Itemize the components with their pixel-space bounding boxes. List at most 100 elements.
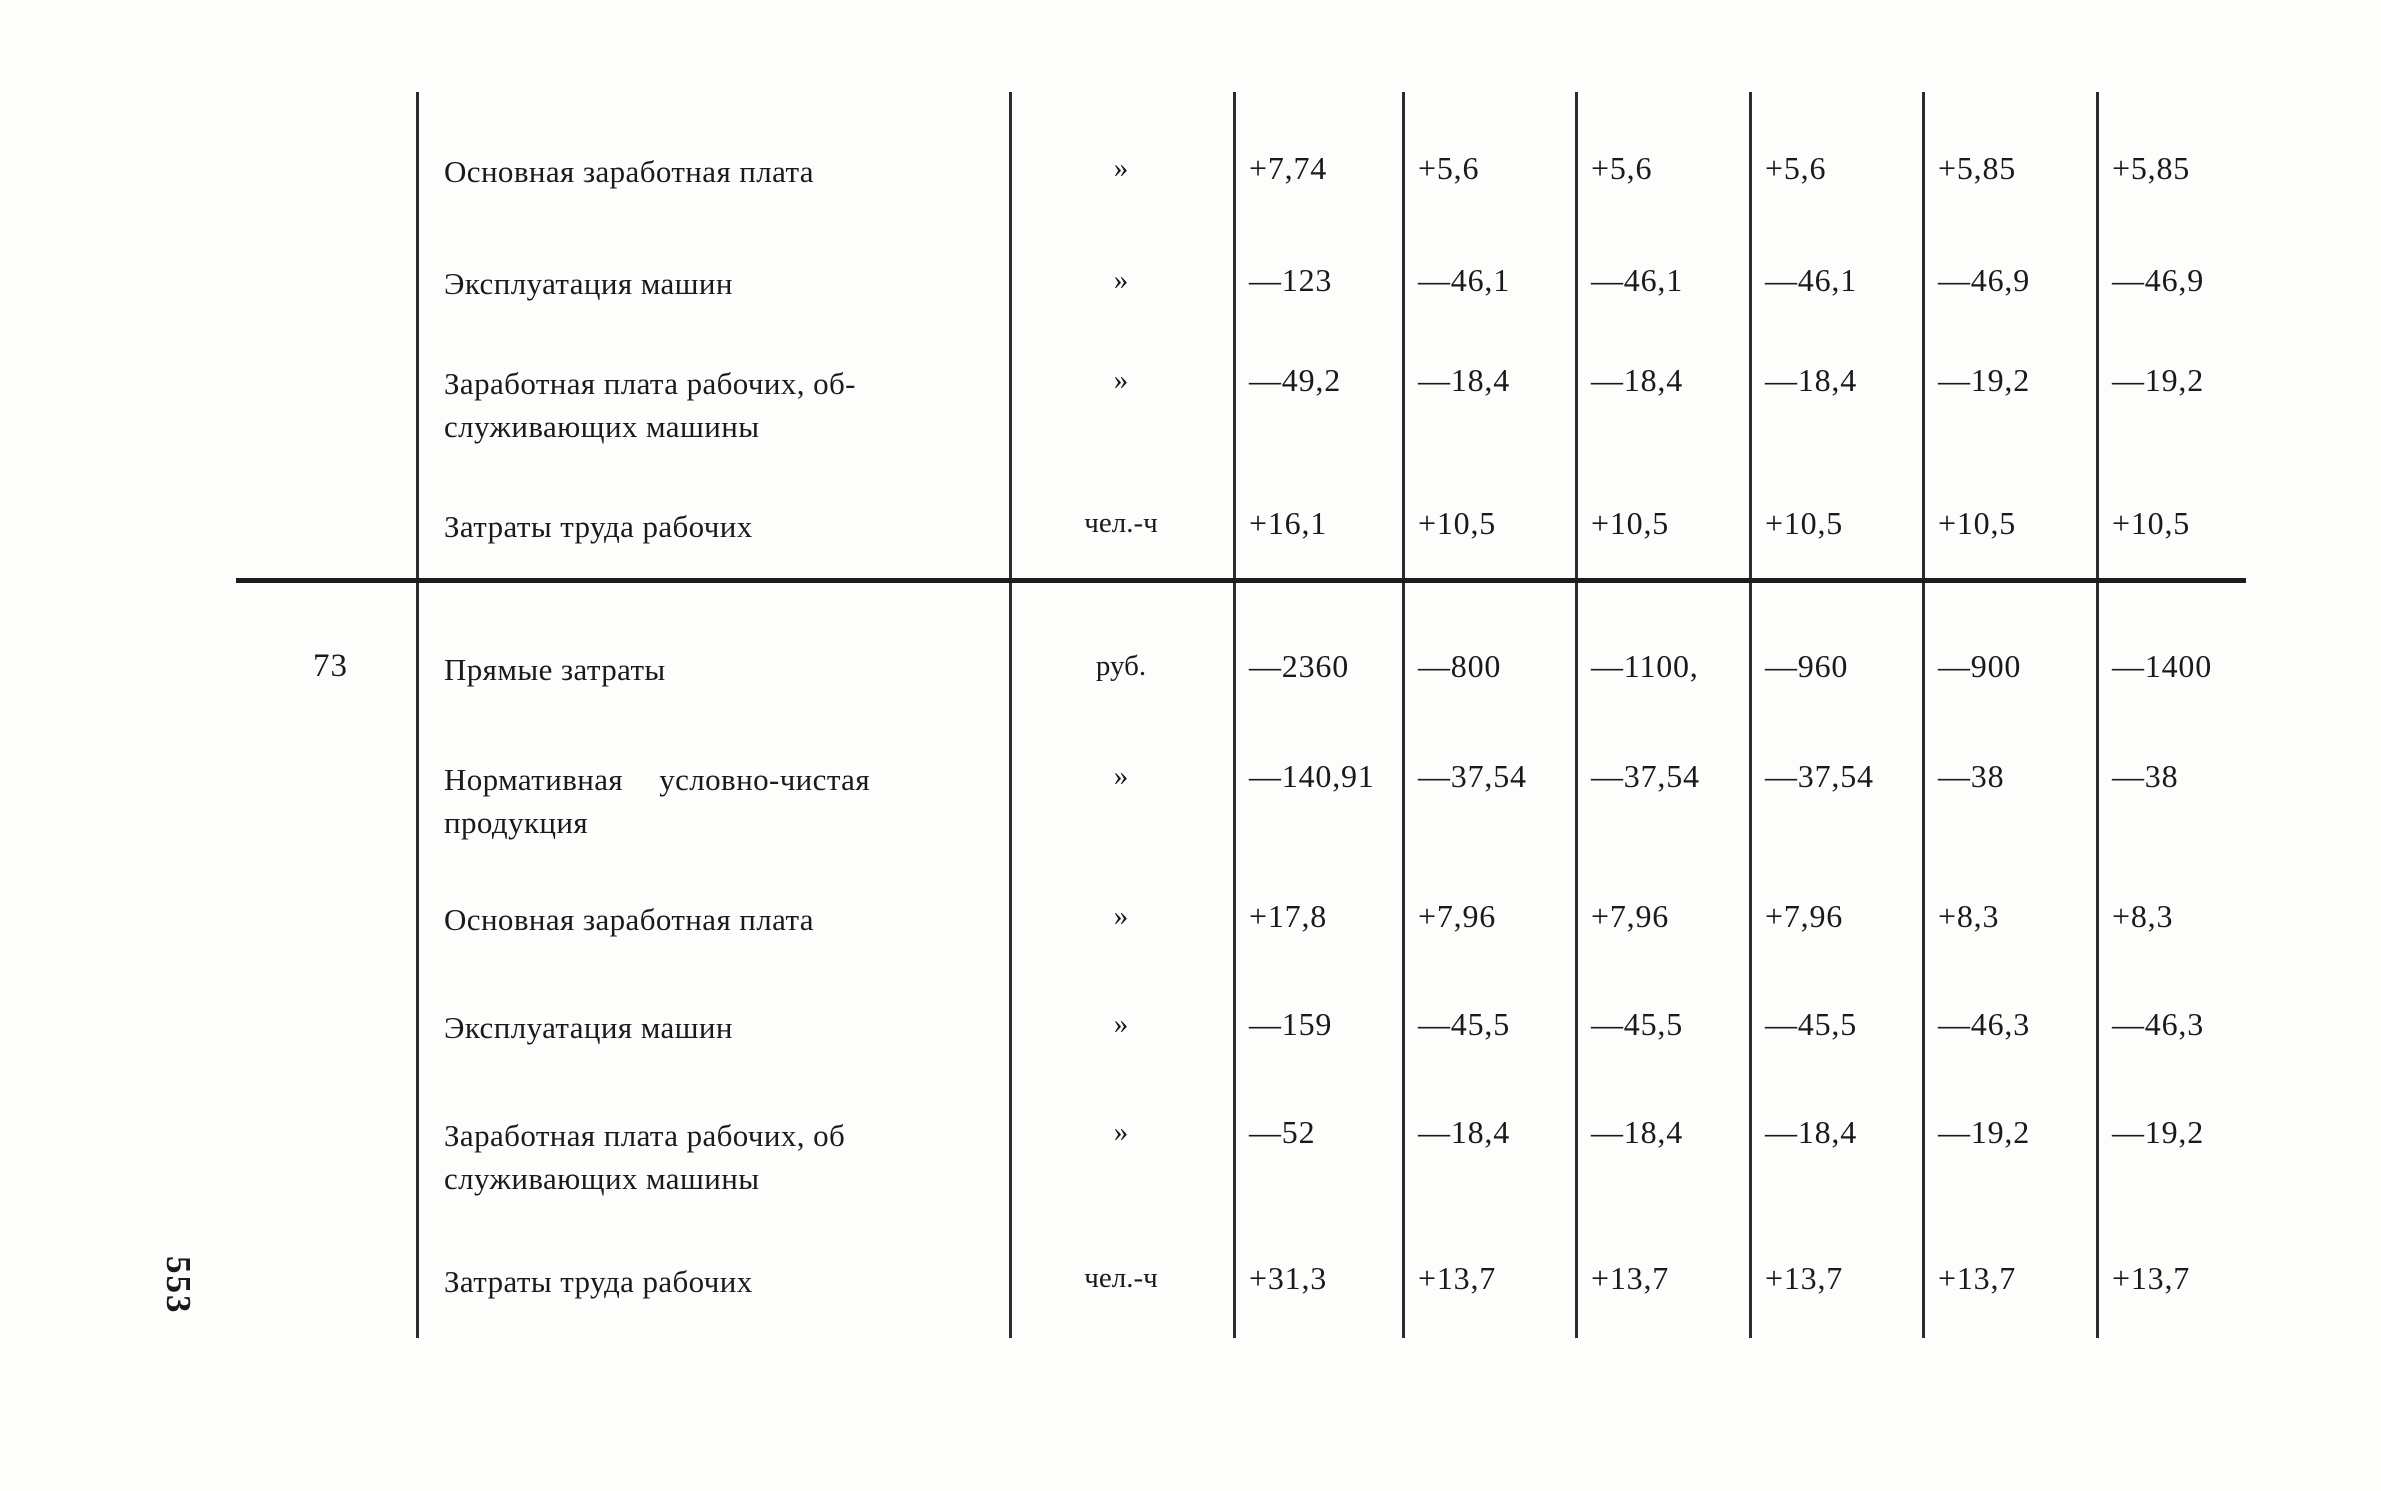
value-cell: —46,9 [1938, 262, 2030, 298]
value-cell: —37,54 [1765, 758, 1874, 794]
table-row: 73 Прямые затраты руб. —2360 —800 —1100,… [0, 648, 2381, 691]
value-cell: —52 [1249, 1114, 1316, 1150]
unit-cell: » [1113, 264, 1129, 296]
value-cell: +13,7 [1591, 1260, 1670, 1296]
value-cell: +10,5 [1418, 505, 1497, 541]
value-cell: +31,3 [1249, 1260, 1328, 1296]
row-label: Эксплуатация машин [416, 262, 1009, 305]
table-row: Основная заработная плата » +17,8 +7,96 … [0, 898, 2381, 941]
value-cell: —46,9 [2112, 262, 2204, 298]
unit-cell: » [1113, 364, 1129, 396]
value-cell: —1100, [1591, 648, 1699, 684]
table-horizontal-rule [236, 578, 2246, 583]
unit-cell: чел.-ч [1084, 507, 1158, 539]
row-label: Прямые затраты [416, 648, 1009, 691]
row-label: Нормативная условно-чистая продукция [416, 758, 1009, 844]
value-cell: —46,3 [1938, 1006, 2030, 1042]
value-cell: +10,5 [1938, 505, 2017, 541]
value-cell: +7,96 [1765, 898, 1844, 934]
value-cell: —45,5 [1418, 1006, 1510, 1042]
value-cell: —46,1 [1418, 262, 1510, 298]
value-cell: +13,7 [1418, 1260, 1497, 1296]
table-row: Заработная плата рабочих, об служивающих… [0, 1114, 2381, 1200]
value-cell: —900 [1938, 648, 2022, 684]
row-number: 73 [313, 648, 348, 684]
value-cell: —800 [1418, 648, 1502, 684]
value-cell: —19,2 [2112, 1114, 2204, 1150]
value-cell: —18,4 [1591, 1114, 1683, 1150]
value-cell: —46,1 [1765, 262, 1857, 298]
row-label-line: Заработная плата рабочих, об- [444, 366, 856, 401]
row-label-line: Заработная плата рабочих, об [444, 1118, 846, 1153]
table-vertical-rule [1402, 92, 1405, 1338]
unit-cell: руб. [1095, 650, 1147, 682]
value-cell: —38 [2112, 758, 2179, 794]
table-row: Заработная плата рабочих, об- служивающи… [0, 362, 2381, 448]
unit-cell: » [1113, 1116, 1129, 1148]
value-cell: —45,5 [1765, 1006, 1857, 1042]
value-cell: +5,85 [1938, 150, 2017, 186]
table-vertical-rule [1009, 92, 1012, 1338]
value-cell: —49,2 [1249, 362, 1341, 398]
value-cell: +7,96 [1418, 898, 1497, 934]
row-label-line: служивающих машины [444, 409, 760, 444]
row-label-line: служивающих машины [444, 1161, 760, 1196]
value-cell: +10,5 [1765, 505, 1844, 541]
value-cell: —18,4 [1418, 362, 1510, 398]
unit-cell: » [1113, 900, 1129, 932]
value-cell: +7,96 [1591, 898, 1670, 934]
value-cell: +10,5 [2112, 505, 2191, 541]
value-cell: +7,74 [1249, 150, 1328, 186]
row-label: Затраты труда рабочих [416, 1260, 1009, 1303]
row-label: Заработная плата рабочих, об служивающих… [416, 1114, 1009, 1200]
value-cell: —140,91 [1249, 758, 1375, 794]
table-vertical-rule [1922, 92, 1925, 1338]
value-cell: —19,2 [2112, 362, 2204, 398]
value-cell: —37,54 [1418, 758, 1527, 794]
row-label-line: Эксплуатация машин [444, 266, 733, 301]
row-label-line: Прямые затраты [444, 652, 666, 687]
table-row: Затраты труда рабочих чел.-ч +16,1 +10,5… [0, 505, 2381, 548]
value-cell: +13,7 [2112, 1260, 2191, 1296]
value-cell: +5,85 [2112, 150, 2191, 186]
value-cell: —46,1 [1591, 262, 1683, 298]
value-cell: —18,4 [1765, 1114, 1857, 1150]
value-cell: +8,3 [2112, 898, 2174, 934]
row-label-line: Эксплуатация машин [444, 1010, 733, 1045]
value-cell: +17,8 [1249, 898, 1328, 934]
table-vertical-rule [1749, 92, 1752, 1338]
row-label-line: Нормативная условно-чистая [444, 762, 870, 797]
table-row: Затраты труда рабочих чел.-ч +31,3 +13,7… [0, 1260, 2381, 1303]
table-vertical-rule [416, 92, 419, 1338]
row-label: Затраты труда рабочих [416, 505, 1009, 548]
table-vertical-rule [1575, 92, 1578, 1338]
value-cell: —1400 [2112, 648, 2212, 684]
row-label: Основная заработная плата [416, 898, 1009, 941]
row-label: Заработная плата рабочих, об- служивающи… [416, 362, 1009, 448]
value-cell: —960 [1765, 648, 1849, 684]
unit-cell: » [1113, 1008, 1129, 1040]
unit-cell: » [1113, 152, 1129, 184]
value-cell: —46,3 [2112, 1006, 2204, 1042]
table-row: Нормативная условно-чистая продукция » —… [0, 758, 2381, 844]
value-cell: —2360 [1249, 648, 1349, 684]
table-row: Основная заработная плата » +7,74 +5,6 +… [0, 150, 2381, 193]
row-label-line: Основная заработная плата [444, 902, 814, 937]
value-cell: —159 [1249, 1006, 1333, 1042]
value-cell: +13,7 [1938, 1260, 2017, 1296]
value-cell: —19,2 [1938, 362, 2030, 398]
value-cell: +5,6 [1418, 150, 1480, 186]
value-cell: +8,3 [1938, 898, 2000, 934]
table-vertical-rule [1233, 92, 1236, 1338]
value-cell: +5,6 [1765, 150, 1827, 186]
page-number: 553 [159, 1256, 198, 1315]
value-cell: —45,5 [1591, 1006, 1683, 1042]
row-label: Основная заработная плата [416, 150, 1009, 193]
value-cell: —123 [1249, 262, 1333, 298]
row-label: Эксплуатация машин [416, 1006, 1009, 1049]
row-label-line: Основная заработная плата [444, 154, 814, 189]
table-row: Эксплуатация машин » —159 —45,5 —45,5 —4… [0, 1006, 2381, 1049]
table-row: Эксплуатация машин » —123 —46,1 —46,1 —4… [0, 262, 2381, 305]
value-cell: +10,5 [1591, 505, 1670, 541]
